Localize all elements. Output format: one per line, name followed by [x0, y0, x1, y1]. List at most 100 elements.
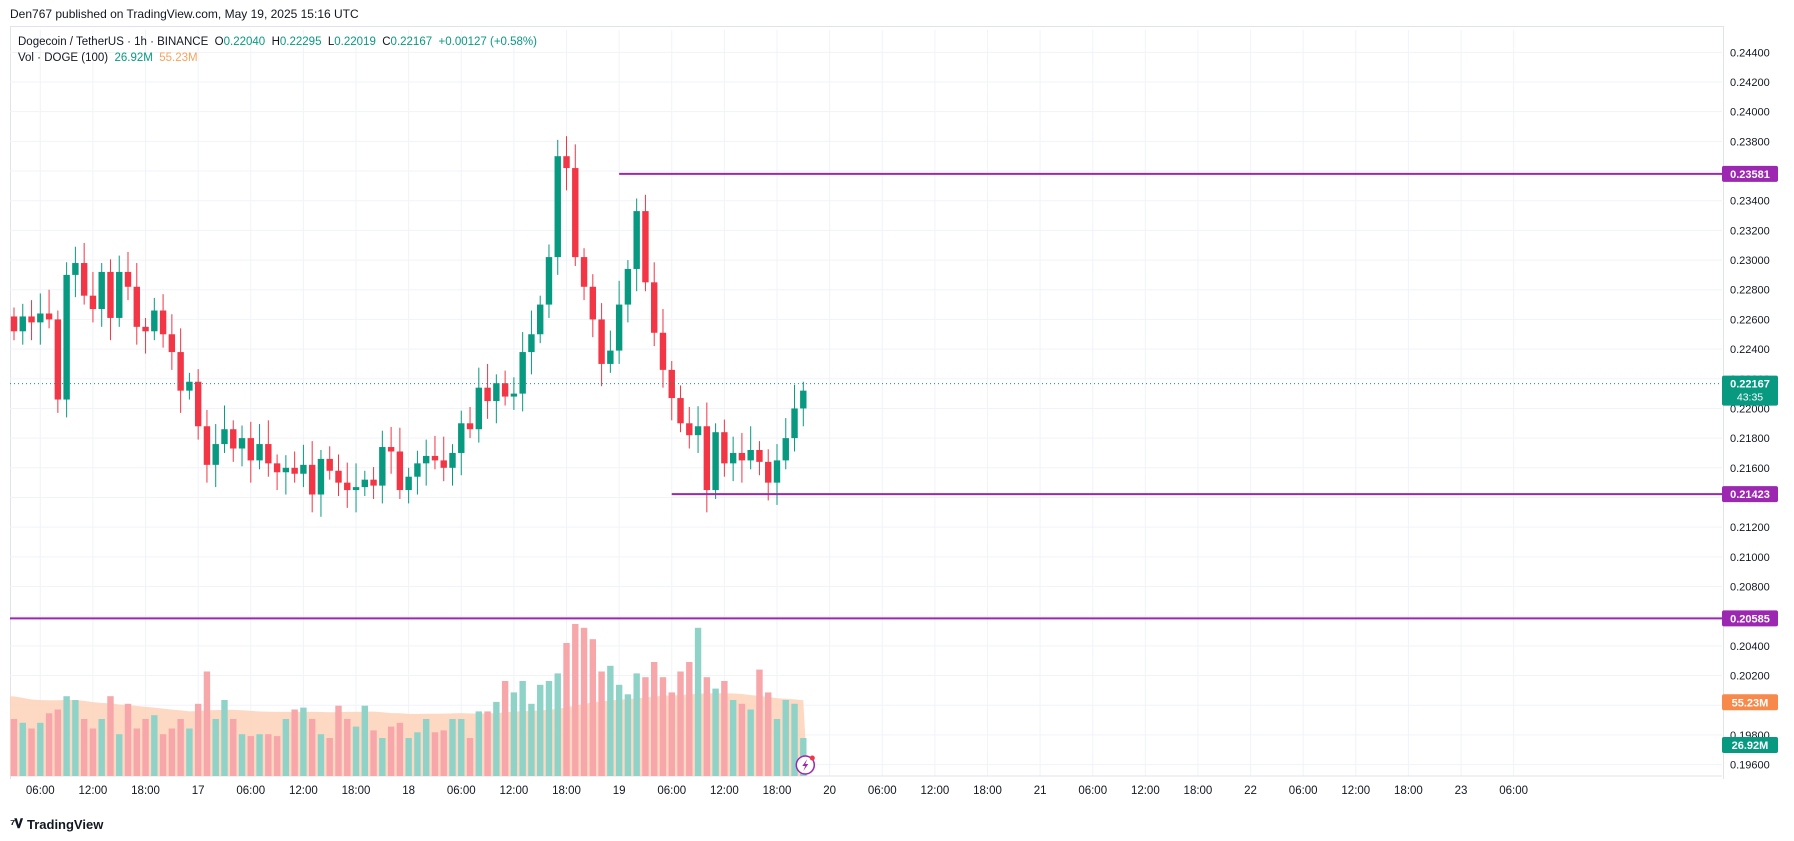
- volume-badge-label: 55.23M: [1732, 697, 1769, 709]
- candle-body: [466, 423, 474, 430]
- volume-bar: [379, 738, 386, 776]
- volume-bar: [387, 726, 395, 776]
- y-tick-label: 0.22600: [1730, 314, 1770, 326]
- candle-body: [194, 381, 202, 427]
- candle-body: [221, 429, 228, 445]
- candle-body: [379, 447, 386, 486]
- volume-bar: [572, 624, 579, 776]
- candle-body: [519, 352, 526, 394]
- candle-body: [142, 326, 149, 332]
- candle-body: [335, 470, 342, 483]
- volume-bar: [54, 709, 62, 776]
- candle-body: [703, 426, 711, 491]
- candle-body: [449, 452, 456, 468]
- y-tick-label: 0.19600: [1730, 760, 1770, 772]
- volume-bar: [440, 730, 447, 776]
- ohlc-high: H0.22295: [271, 36, 322, 48]
- candle-body: [642, 211, 649, 283]
- x-tick-label: 18:00: [552, 785, 581, 797]
- volume-bar: [414, 732, 421, 776]
- x-tick-label: 12:00: [710, 785, 739, 797]
- volume-bar: [186, 728, 193, 776]
- y-tick-label: 0.23400: [1730, 196, 1770, 208]
- brand-name: TradingView: [26, 816, 104, 832]
- volume-bar: [545, 681, 553, 776]
- y-tick-label: 0.22800: [1730, 285, 1770, 297]
- volume-bar: [510, 692, 518, 776]
- volume-bar: [124, 703, 132, 776]
- volume-bar: [19, 722, 26, 776]
- candle-body: [440, 460, 447, 468]
- volume-bar: [133, 728, 140, 776]
- x-tick-label: 12:00: [499, 785, 528, 797]
- volume-bar: [396, 722, 404, 776]
- candle-body: [633, 211, 640, 269]
- y-tick-label: 0.20200: [1730, 671, 1770, 683]
- volume-bar: [466, 738, 474, 776]
- volume-bar: [493, 701, 500, 776]
- volume-bar: [642, 677, 649, 776]
- volume-bar: [677, 671, 684, 776]
- price-chart[interactable]: 0.244000.242000.240000.238000.236000.234…: [0, 0, 1794, 800]
- x-tick-label: 06:00: [657, 785, 686, 797]
- ohlc-open: O0.22040: [214, 36, 266, 48]
- x-tick-label: 18: [402, 785, 415, 797]
- x-tick-label: 06:00: [1499, 785, 1528, 797]
- candle-body: [721, 432, 728, 464]
- volume-bar: [45, 713, 53, 776]
- candle-body: [554, 156, 561, 258]
- footer-brand[interactable]: ⁷𝐕 TradingView: [10, 816, 103, 832]
- x-tick-label: 06:00: [447, 785, 476, 797]
- x-tick-label: 21: [1034, 785, 1047, 797]
- volume-ma-value: 55.23M: [159, 52, 198, 64]
- volume-bar: [344, 719, 351, 776]
- tradingview-logo-icon: ⁷𝐕: [10, 816, 23, 831]
- candle-body: [431, 455, 439, 461]
- volume-bar: [598, 671, 605, 776]
- candle-body: [712, 432, 719, 491]
- grid: [10, 30, 1722, 777]
- volume-bar: [782, 700, 789, 776]
- candle-body: [537, 304, 544, 335]
- candle-body: [545, 257, 553, 305]
- candle-body: [308, 464, 316, 495]
- volume-bar: [352, 726, 360, 776]
- volume-bar: [203, 671, 211, 776]
- volume-bar: [449, 719, 456, 776]
- volume-bar: [747, 709, 754, 776]
- x-tick-label: 06:00: [1078, 785, 1107, 797]
- volume-row: Vol · DOGE (100) 26.92M 55.23M: [18, 50, 537, 66]
- volume-bar: [238, 734, 246, 776]
- volume-bar: [431, 732, 439, 776]
- volume-bar: [80, 719, 88, 776]
- y-tick-label: 0.20400: [1730, 641, 1770, 653]
- candle-body: [54, 319, 62, 400]
- symbol-title: Dogecoin / TetherUS · 1h · BINANCE: [18, 36, 209, 48]
- x-tick-label: 18:00: [973, 785, 1002, 797]
- volume-bar: [765, 692, 772, 776]
- x-tick-label: 12:00: [1341, 785, 1370, 797]
- volume-bar: [607, 665, 614, 776]
- candle-body: [230, 429, 237, 449]
- candle-body: [668, 369, 675, 399]
- candle-body: [28, 316, 35, 323]
- volume-bar: [537, 684, 544, 776]
- x-tick-label: 12:00: [79, 785, 108, 797]
- candle-body: [765, 461, 772, 483]
- volume-bar: [422, 719, 430, 776]
- volume-bar: [651, 662, 658, 776]
- volume-bar: [142, 719, 149, 776]
- volume-label: Vol · DOGE (100): [18, 52, 109, 64]
- volume-bar: [615, 684, 623, 776]
- x-tick-label: 22: [1244, 785, 1257, 797]
- volume-bar: [554, 673, 561, 776]
- candle-body: [19, 316, 26, 332]
- volume-bar: [89, 728, 97, 776]
- candle-body: [475, 387, 483, 430]
- volume-bar: [335, 705, 342, 776]
- volume-bars: [10, 624, 807, 776]
- y-tick-label: 0.23200: [1730, 225, 1770, 237]
- levels: [10, 172, 1722, 620]
- candle-body: [615, 304, 623, 351]
- volume-bar: [405, 738, 412, 776]
